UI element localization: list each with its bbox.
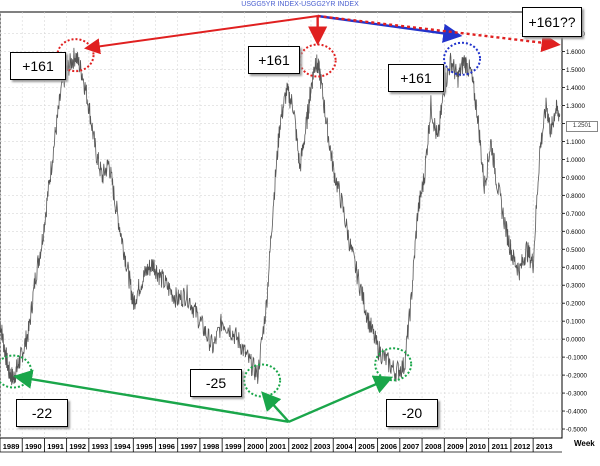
last-value-label: 1.2501 xyxy=(566,121,598,132)
plot-frame xyxy=(0,11,563,439)
y-tick-label: -0.2000 xyxy=(566,373,588,380)
x-tick-label: 2005 xyxy=(358,442,375,451)
y-tick-label: 0.6000 xyxy=(566,229,585,236)
y-tick-label: 1.3000 xyxy=(566,103,585,110)
annotation-peak-2009: +161 xyxy=(388,64,444,92)
y-tick-label: 0.0000 xyxy=(566,337,585,344)
y-tick-label: 1.4000 xyxy=(566,85,585,92)
x-tick-label: 1996 xyxy=(158,442,175,451)
arrow-to-2006-trough xyxy=(288,375,394,423)
x-tick-label: 1993 xyxy=(92,442,109,451)
x-tick-label: 1998 xyxy=(203,442,220,451)
y-tick-label: 0.3000 xyxy=(566,283,585,290)
y-tick-label: 0.1000 xyxy=(566,319,585,326)
x-tick-label: 1999 xyxy=(225,442,242,451)
x-tick-label: 2013 xyxy=(536,442,553,451)
y-axis-ticks: -0.5000 -0.4000 -0.3000 -0.2000 -0.1000 0.000… xyxy=(562,31,588,434)
x-tick-label: 1989 xyxy=(3,442,20,451)
trough-circle-2000 xyxy=(243,363,282,398)
x-tick-label: 1995 xyxy=(136,442,153,451)
y-tick-label: 1.6000 xyxy=(566,49,585,56)
y-tick-label: 0.8000 xyxy=(566,193,585,200)
x-tick-label: 1994 xyxy=(114,442,132,451)
x-tick-label: 1997 xyxy=(180,442,197,451)
y-tick-label: 1.5000 xyxy=(566,67,585,74)
arrow-to-next-peak xyxy=(317,14,561,53)
x-tick-label: 2009 xyxy=(447,442,464,451)
trough-circle-2006 xyxy=(374,347,413,382)
grid-lines xyxy=(0,11,563,439)
x-tick-label: 2001 xyxy=(269,442,286,451)
frequency-label: Week xyxy=(574,439,595,448)
series-line xyxy=(0,47,561,386)
peak-circle-2009 xyxy=(443,41,482,76)
annotation-trough-2000: -25 xyxy=(190,369,242,397)
annotation-trough-2006: -20 xyxy=(386,399,438,427)
highlight-circles xyxy=(0,38,482,398)
y-tick-label: 0.4000 xyxy=(566,265,585,272)
arrow-to-1992-peak xyxy=(84,15,318,55)
annotation-peak-1992: +161 xyxy=(10,52,66,80)
chart-title: USGG5YR INDEX-USGG2YR INDEX xyxy=(241,1,359,8)
y-tick-label: -0.5000 xyxy=(566,427,588,434)
x-tick-label: 2004 xyxy=(336,442,354,451)
x-tick-label: 1990 xyxy=(25,442,42,451)
annotation-trough-1989: -22 xyxy=(16,399,68,427)
x-tick-label: 2000 xyxy=(247,442,264,451)
y-tick-label: 0.9000 xyxy=(566,175,585,182)
arrow-to-1989-trough xyxy=(13,369,289,424)
y-tick-label: 0.5000 xyxy=(566,247,585,254)
annotation-peak-next: +161?? xyxy=(522,7,582,37)
x-tick-label: 1991 xyxy=(47,442,64,451)
arrow-to-2009-peak xyxy=(317,14,463,43)
y-tick-label: 1.0000 xyxy=(566,157,585,164)
x-tick-label: 2008 xyxy=(425,442,442,451)
y-tick-label: 0.7000 xyxy=(566,211,585,218)
y-tick-label: 1.1000 xyxy=(566,139,585,146)
annotation-arrows xyxy=(13,14,561,424)
x-tick-label: 2007 xyxy=(403,442,420,451)
x-tick-label: 2010 xyxy=(469,442,486,451)
x-tick-label: 2011 xyxy=(492,442,508,451)
x-axis-ticks: 1989 1990 1991 1992 1993 1994 1995 1996 1997 1998… xyxy=(0,438,562,453)
x-tick-label: 2006 xyxy=(380,442,397,451)
x-tick-label: 2003 xyxy=(314,442,331,451)
x-tick-label: 2002 xyxy=(292,442,309,451)
y-tick-label: -0.4000 xyxy=(566,409,588,416)
y-tick-label: -0.1000 xyxy=(566,355,588,362)
arrow-to-2000-trough xyxy=(261,391,290,423)
y-tick-label: 0.2000 xyxy=(566,301,585,308)
annotation-peak-2003: +161 xyxy=(248,46,300,74)
x-tick-label: 2012 xyxy=(514,442,531,451)
y-tick-label: -0.3000 xyxy=(566,391,588,398)
x-tick-label: 1992 xyxy=(69,442,86,451)
series-line-group xyxy=(0,47,561,386)
